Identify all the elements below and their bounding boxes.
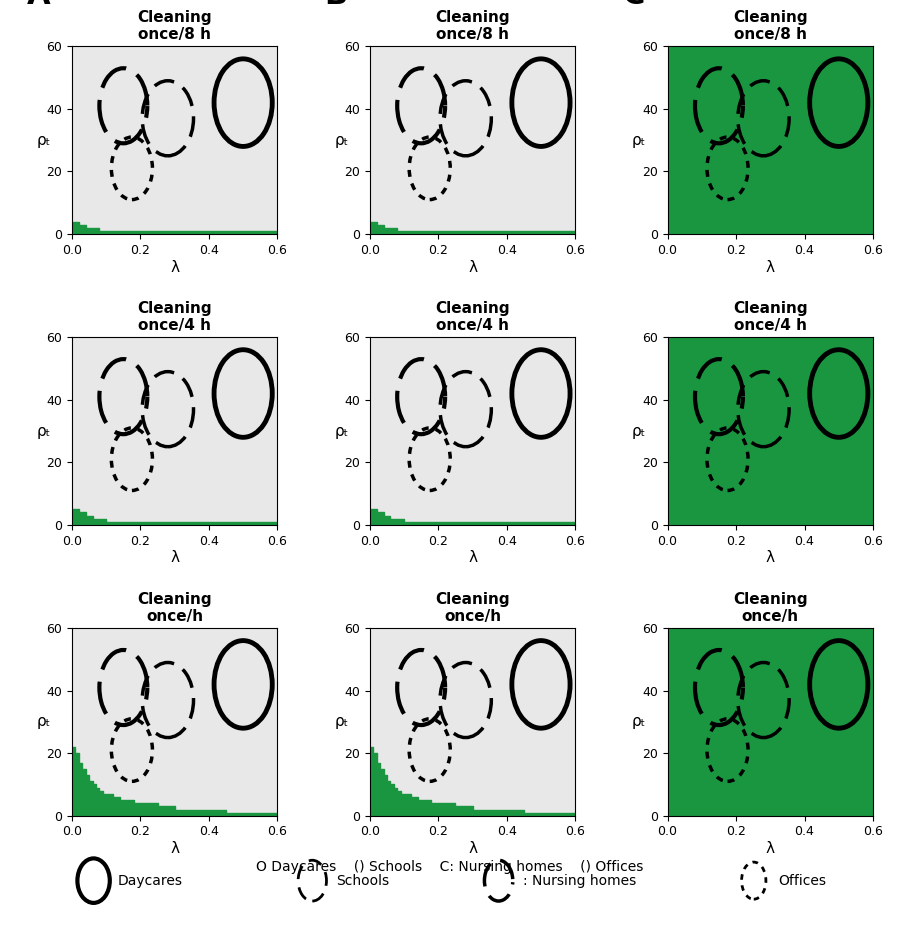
Y-axis label: ρₜ: ρₜ [37, 424, 50, 438]
Title: Cleaning
once/8 h: Cleaning once/8 h [733, 10, 807, 43]
Y-axis label: ρₜ: ρₜ [334, 424, 348, 438]
Y-axis label: ρₜ: ρₜ [37, 133, 50, 147]
X-axis label: λ: λ [468, 842, 477, 857]
Text: : Nursing homes: : Nursing homes [523, 873, 636, 888]
X-axis label: λ: λ [468, 551, 477, 565]
Text: Schools: Schools [337, 873, 390, 888]
X-axis label: λ: λ [170, 551, 179, 565]
Y-axis label: ρₜ: ρₜ [632, 715, 646, 730]
X-axis label: λ: λ [766, 260, 775, 274]
Title: Cleaning
once/h: Cleaning once/h [733, 591, 807, 624]
Y-axis label: ρₜ: ρₜ [334, 715, 348, 730]
X-axis label: λ: λ [170, 842, 179, 857]
Text: Daycares: Daycares [118, 873, 183, 888]
Title: Cleaning
once/8 h: Cleaning once/8 h [138, 10, 212, 43]
Title: Cleaning
once/h: Cleaning once/h [436, 591, 509, 624]
Title: Cleaning
once/4 h: Cleaning once/4 h [733, 301, 807, 334]
Y-axis label: ρₜ: ρₜ [632, 133, 646, 147]
Y-axis label: ρₜ: ρₜ [334, 133, 348, 147]
Text: A: A [27, 0, 50, 9]
X-axis label: λ: λ [766, 842, 775, 857]
Text: Offices: Offices [778, 873, 826, 888]
Title: Cleaning
once/4 h: Cleaning once/4 h [436, 301, 509, 334]
Title: Cleaning
once/8 h: Cleaning once/8 h [436, 10, 509, 43]
Y-axis label: ρₜ: ρₜ [37, 715, 50, 730]
X-axis label: λ: λ [766, 551, 775, 565]
Title: Cleaning
once/h: Cleaning once/h [138, 591, 212, 624]
Y-axis label: ρₜ: ρₜ [632, 424, 646, 438]
Text: O Daycares    () Schools    C: Nursing homes    () Offices: O Daycares () Schools C: Nursing homes (… [256, 859, 644, 874]
Text: C: C [623, 0, 644, 9]
Text: B: B [325, 0, 347, 9]
Title: Cleaning
once/4 h: Cleaning once/4 h [138, 301, 212, 334]
X-axis label: λ: λ [468, 260, 477, 274]
X-axis label: λ: λ [170, 260, 179, 274]
